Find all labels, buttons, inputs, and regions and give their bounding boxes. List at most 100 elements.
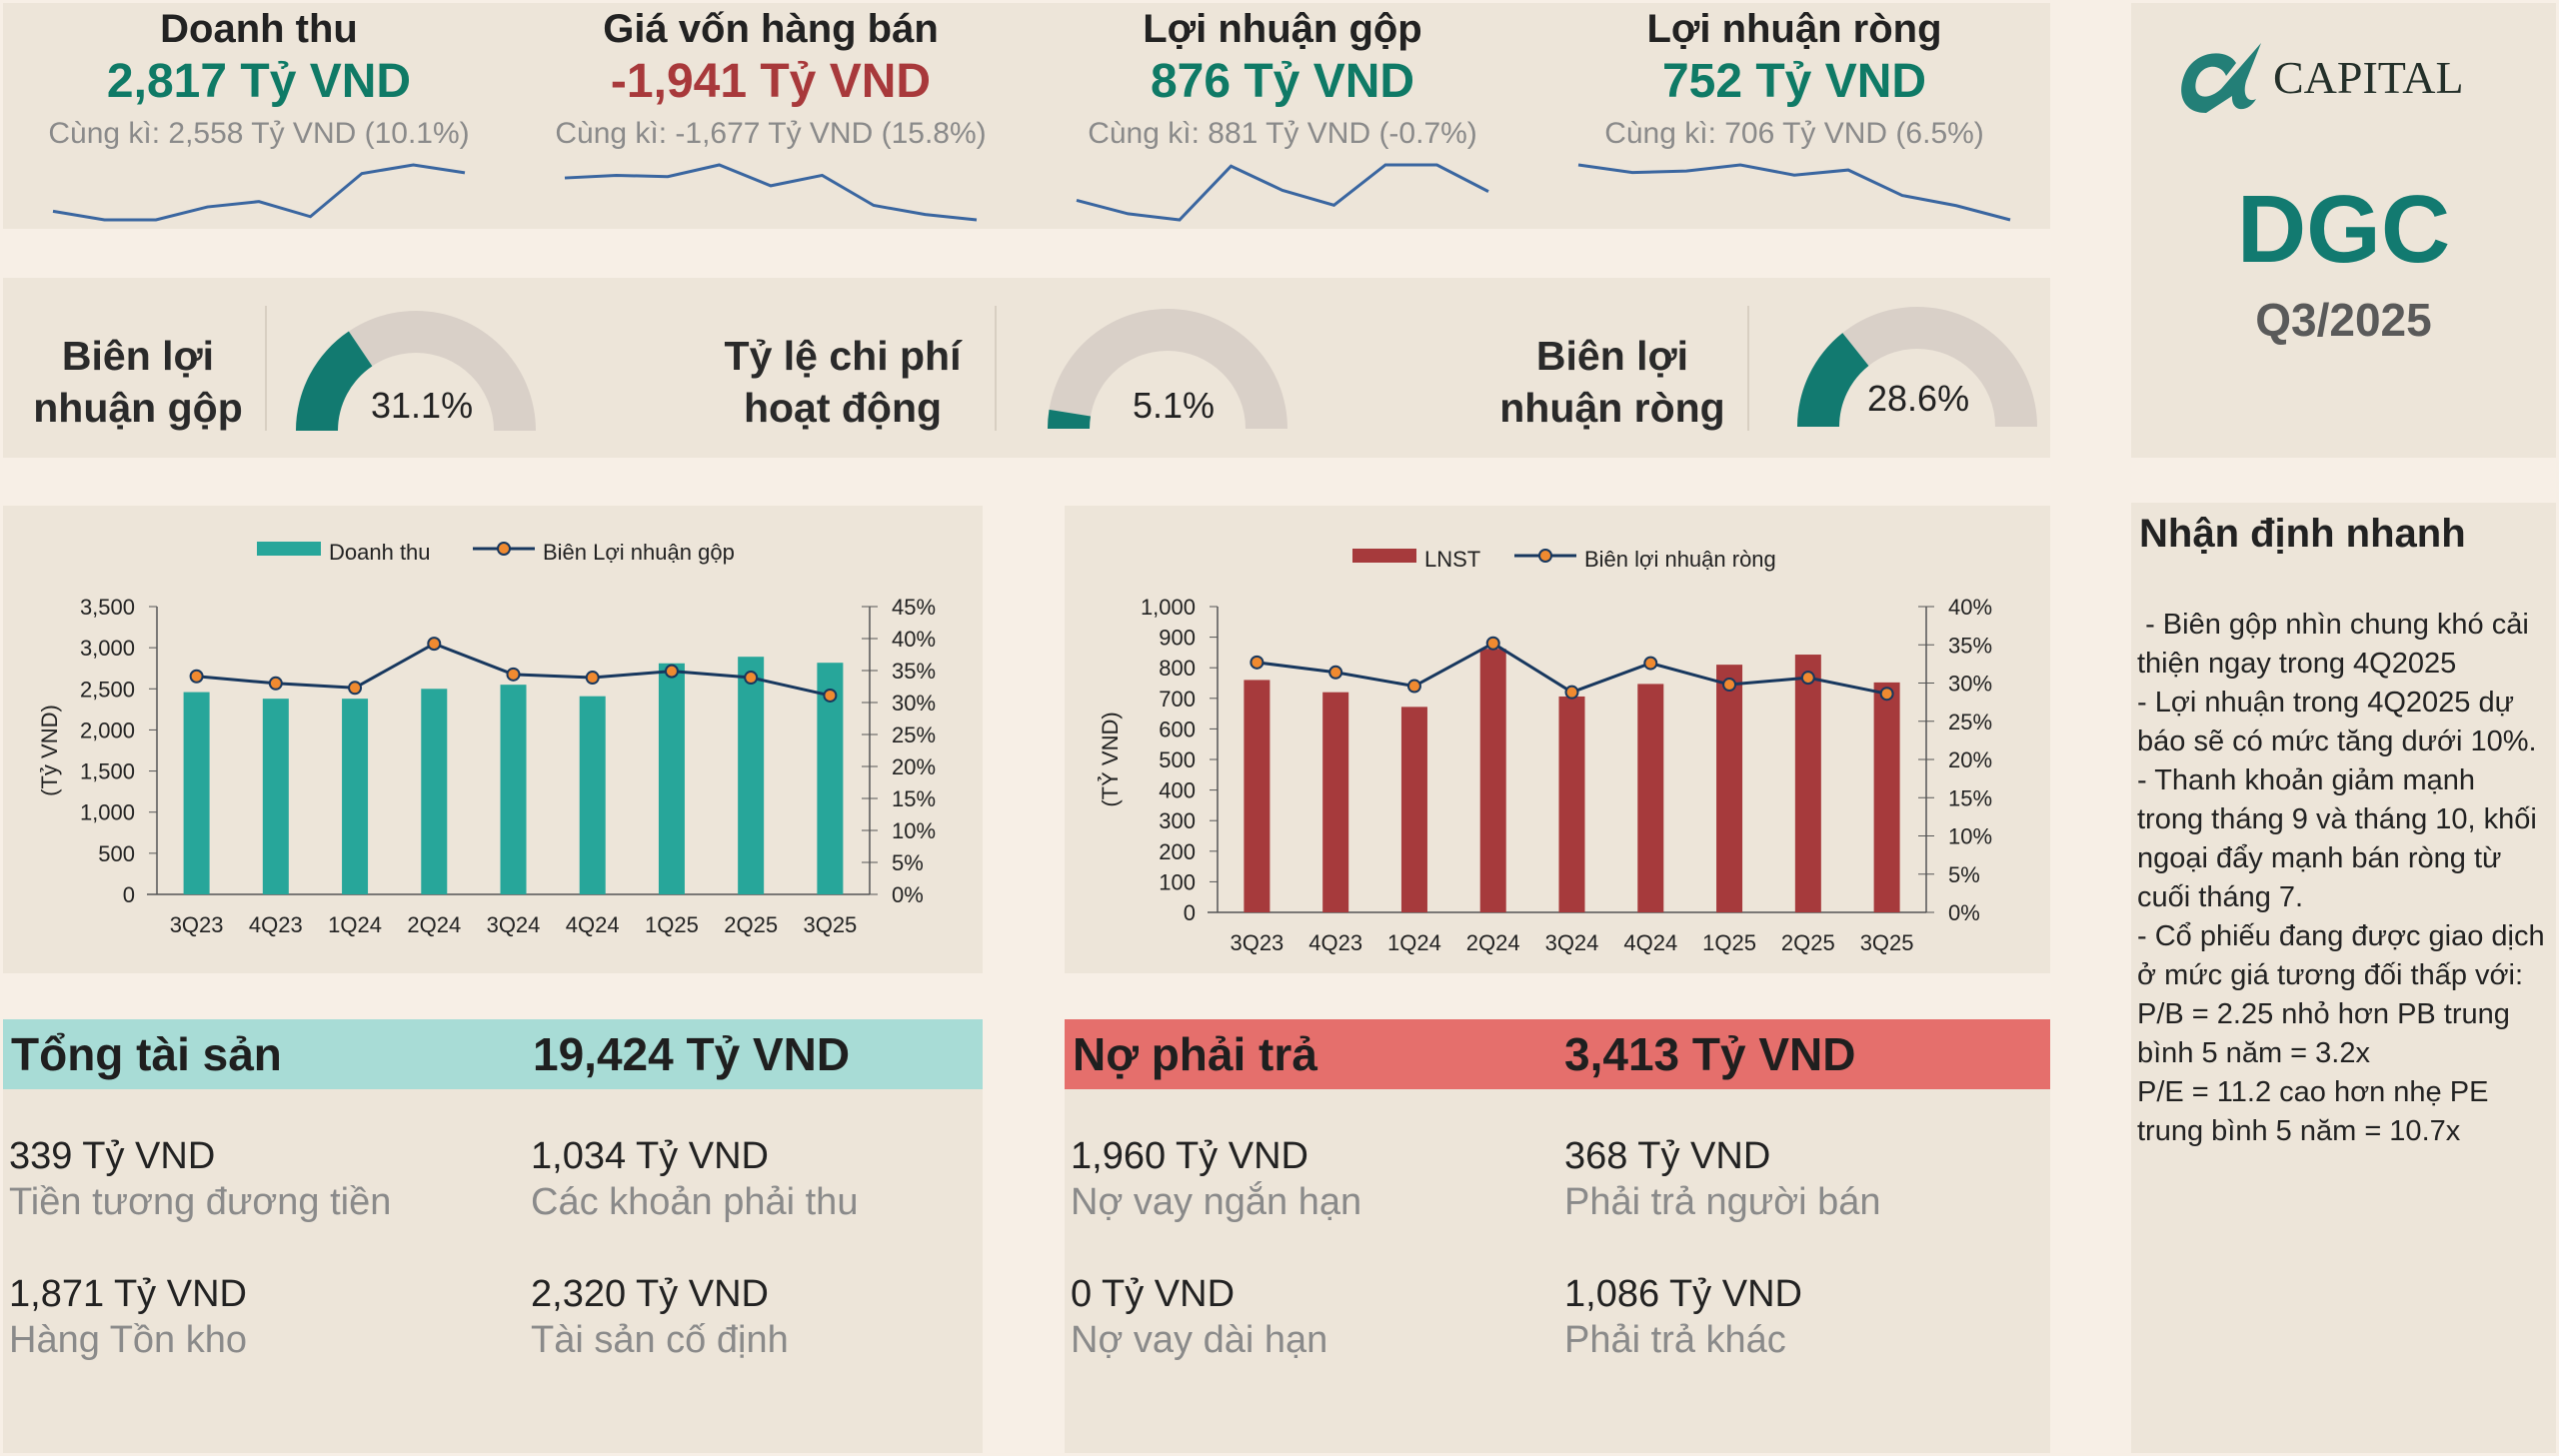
bar bbox=[1244, 680, 1271, 912]
y2-tick-label: 5% bbox=[1948, 862, 1980, 887]
y-tick-label: 2,500 bbox=[80, 677, 135, 702]
bar bbox=[1873, 682, 1900, 912]
x-tick-label: 3Q23 bbox=[170, 912, 224, 937]
x-tick-label: 1Q25 bbox=[645, 912, 699, 937]
line-point bbox=[268, 676, 283, 691]
x-tick-label: 1Q24 bbox=[328, 912, 382, 937]
y-tick-label: 3,500 bbox=[80, 595, 135, 620]
bar bbox=[262, 699, 289, 894]
bar bbox=[421, 689, 448, 894]
bar bbox=[658, 663, 685, 894]
bar bbox=[1479, 649, 1506, 912]
y-tick-label: 2,000 bbox=[80, 718, 135, 742]
y2-tick-label: 25% bbox=[892, 723, 936, 747]
x-tick-label: 3Q25 bbox=[1860, 930, 1914, 955]
notes-panel bbox=[2131, 503, 2556, 1453]
y-tick-label: 1,500 bbox=[80, 759, 135, 784]
line-point bbox=[189, 669, 204, 684]
line-point bbox=[1250, 655, 1265, 670]
y2-tick-label: 5% bbox=[892, 850, 924, 875]
bar bbox=[500, 685, 527, 894]
kpi-gross-profit: Lợi nhuận gộp 876 Tỷ VND Cùng kì: 881 Tỷ… bbox=[1027, 3, 1538, 224]
liabilities-title: Nợ phải trả bbox=[1073, 1028, 1317, 1080]
assets-title: Tổng tài sản bbox=[11, 1028, 282, 1080]
kpi-title: Lợi nhuận gộp bbox=[1143, 7, 1422, 51]
y-tick-label: 3,000 bbox=[80, 636, 135, 661]
y2-tick-label: 35% bbox=[1948, 633, 1992, 658]
x-tick-label: 4Q24 bbox=[566, 912, 620, 937]
y2-tick-label: 40% bbox=[892, 627, 936, 652]
sparkline-path bbox=[564, 163, 978, 222]
line-point bbox=[1879, 687, 1894, 702]
liability-item: 1,086 Tỷ VND Phải trả khác bbox=[1564, 1271, 1802, 1363]
gauge-label-line: nhuận ròng bbox=[1499, 385, 1725, 431]
gauge-value: 31.1% bbox=[371, 385, 474, 426]
sparkline bbox=[564, 163, 978, 222]
sparkline bbox=[1076, 163, 1489, 222]
divider bbox=[1747, 306, 1749, 431]
line-point bbox=[506, 667, 521, 682]
assets-panel: Tổng tài sản 19,424 Tỷ VND 339 Tỷ VND Tiề… bbox=[3, 1019, 983, 1453]
note-line: P/E = 11.2 cao hơn nhẹ PE trung bình 5 n… bbox=[2137, 1076, 2497, 1147]
x-tick-label: 2Q25 bbox=[1781, 930, 1835, 955]
kpi-title: Lợi nhuận ròng bbox=[1646, 7, 1942, 51]
y2-tick-label: 30% bbox=[1948, 672, 1992, 697]
y2-tick-label: 20% bbox=[1948, 747, 1992, 772]
y2-tick-label: 15% bbox=[892, 786, 936, 811]
y-tick-label: 1,000 bbox=[1141, 595, 1196, 620]
y-tick-label: 100 bbox=[1159, 869, 1196, 894]
gauge-gross-margin bbox=[296, 311, 536, 431]
gauge-fill bbox=[296, 331, 373, 431]
y2-tick-label: 20% bbox=[892, 754, 936, 779]
sparkline-path bbox=[1076, 163, 1489, 222]
line-point bbox=[823, 688, 838, 703]
x-tick-label: 4Q24 bbox=[1623, 930, 1677, 955]
gauge-label: Biên lợi nhuận ròng bbox=[1472, 330, 1752, 434]
kpi-value: 876 Tỷ VND bbox=[1150, 55, 1415, 108]
item-label: Nợ vay dài hạn bbox=[1071, 1319, 1328, 1361]
note-line: - Thanh khoản giảm mạnh trong tháng 9 và… bbox=[2137, 764, 2545, 913]
gauge-label-line: Biên lợi bbox=[1535, 333, 1689, 379]
line-point bbox=[744, 671, 759, 686]
x-tick-label: 3Q25 bbox=[803, 912, 857, 937]
item-value: 1,871 Tỷ VND bbox=[9, 1273, 247, 1315]
x-tick-label: 2Q24 bbox=[407, 912, 461, 937]
gauge-track bbox=[1797, 307, 2037, 427]
bar bbox=[1558, 696, 1585, 912]
gauge-track bbox=[296, 311, 536, 431]
legend-line-marker bbox=[1538, 549, 1552, 563]
line-point bbox=[1643, 656, 1658, 671]
revenue-chart-panel: 0 500 1,000 1,500 2,000 2,500 3,000 3,500 0% 5% 10… bbox=[3, 506, 983, 973]
y2-tick-label: 40% bbox=[1948, 595, 1992, 620]
item-label: Các khoản phải thu bbox=[531, 1181, 859, 1223]
line-point bbox=[1328, 665, 1343, 680]
y-tick-label: 500 bbox=[1159, 747, 1196, 772]
y-tick-label: 800 bbox=[1159, 656, 1196, 681]
y-axis-label: (TỶ VND) bbox=[1098, 712, 1123, 806]
gauge-label: Tỷ lệ chi phí hoạt động bbox=[693, 330, 993, 434]
kpi-net-profit: Lợi nhuận ròng 752 Tỷ VND Cùng kì: 706 T… bbox=[1538, 3, 2050, 224]
line-point bbox=[348, 681, 363, 696]
kpi-prior: Cùng kì: 2,558 Tỷ VND (10.1%) bbox=[48, 117, 470, 150]
gauge-fill bbox=[1797, 333, 1869, 427]
bar bbox=[579, 696, 606, 894]
y2-tick-label: 0% bbox=[892, 882, 924, 907]
y-tick-label: 0 bbox=[123, 882, 135, 907]
liability-item: 1,960 Tỷ VND Nợ vay ngắn hạn bbox=[1071, 1133, 1361, 1225]
kpi-prior: Cùng kì: -1,677 Tỷ VND (15.8%) bbox=[555, 117, 987, 150]
y-tick-label: 900 bbox=[1159, 626, 1196, 651]
asset-item: 1,871 Tỷ VND Hàng Tồn kho bbox=[9, 1271, 247, 1363]
assets-total: 19,424 Tỷ VND bbox=[533, 1028, 851, 1080]
legend-bar-swatch bbox=[1352, 549, 1416, 563]
sparkline-path bbox=[1577, 163, 2011, 222]
y2-tick-label: 0% bbox=[1948, 900, 1980, 925]
x-tick-label: 4Q23 bbox=[249, 912, 303, 937]
gauge-value: 28.6% bbox=[1867, 378, 1970, 419]
legend-bar-label: LNST bbox=[1424, 547, 1480, 572]
gauge-fill bbox=[1048, 409, 1091, 429]
ticker: DGC bbox=[2236, 176, 2451, 283]
net-profit-margin-chart: 0 100 200 300 400 500 600 700 800 900 1,000 0% 5% 10%… bbox=[1098, 547, 1992, 955]
kpi-title: Giá vốn hàng bán bbox=[603, 7, 939, 51]
period: Q3/2025 bbox=[2255, 294, 2432, 346]
line-point bbox=[1485, 636, 1500, 651]
